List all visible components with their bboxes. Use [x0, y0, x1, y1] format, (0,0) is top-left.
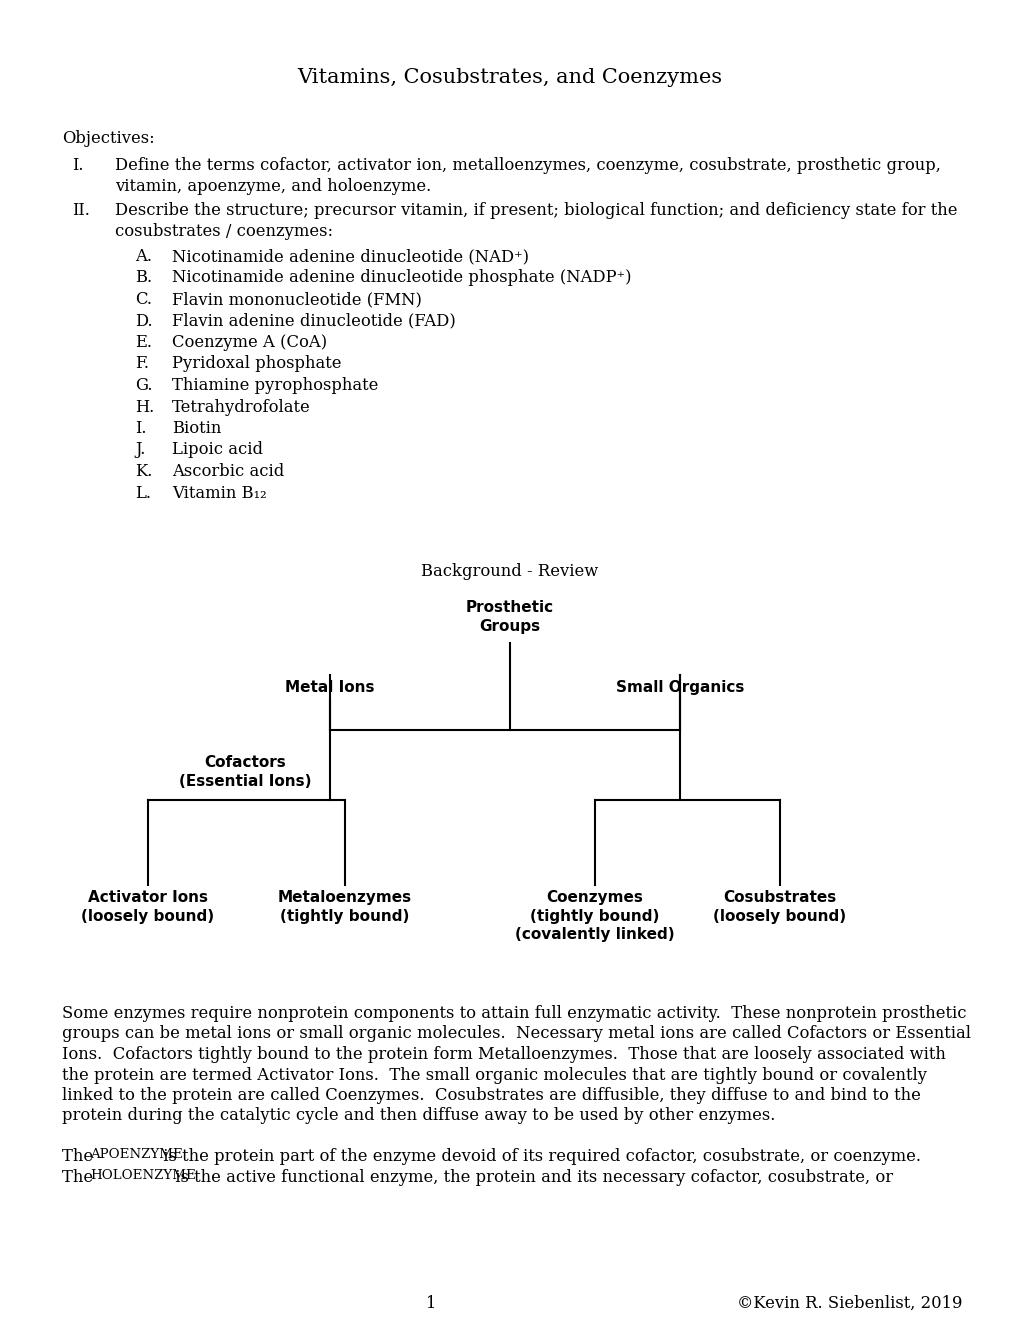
- Text: Metaloenzymes
(tightly bound): Metaloenzymes (tightly bound): [277, 890, 412, 924]
- Text: Flavin adenine dinucleotide (FAD): Flavin adenine dinucleotide (FAD): [172, 313, 455, 330]
- Text: I.: I.: [135, 420, 147, 437]
- Text: linked to the protein are called Coenzymes.  Cosubstrates are diffusible, they d: linked to the protein are called Coenzym…: [62, 1086, 920, 1104]
- Text: Biotin: Biotin: [172, 420, 221, 437]
- Text: Coenzyme A (CoA): Coenzyme A (CoA): [172, 334, 327, 351]
- Text: G.: G.: [135, 378, 153, 393]
- Text: L.: L.: [135, 484, 151, 502]
- Text: Vitamin B₁₂: Vitamin B₁₂: [172, 484, 266, 502]
- Text: Thiamine pyrophosphate: Thiamine pyrophosphate: [172, 378, 378, 393]
- Text: Background - Review: Background - Review: [421, 564, 598, 579]
- Text: cosubstrates / coenzymes:: cosubstrates / coenzymes:: [115, 223, 333, 240]
- Text: Nicotinamide adenine dinucleotide phosphate (NADP⁺): Nicotinamide adenine dinucleotide phosph…: [172, 269, 631, 286]
- Text: B.: B.: [135, 269, 152, 286]
- Text: vitamin, apoenzyme, and holoenzyme.: vitamin, apoenzyme, and holoenzyme.: [115, 178, 431, 195]
- Text: Metal Ions: Metal Ions: [285, 680, 374, 696]
- Text: Cosubstrates
(loosely bound): Cosubstrates (loosely bound): [712, 890, 846, 924]
- Text: The: The: [62, 1148, 98, 1166]
- Text: Lipoic acid: Lipoic acid: [172, 441, 263, 458]
- Text: A.: A.: [135, 248, 152, 265]
- Text: Vitamins, Cosubstrates, and Coenzymes: Vitamins, Cosubstrates, and Coenzymes: [298, 69, 721, 87]
- Text: is the protein part of the enzyme devoid of its required cofactor, cosubstrate, : is the protein part of the enzyme devoid…: [158, 1148, 920, 1166]
- Text: II.: II.: [72, 202, 90, 219]
- Text: Coenzymes
(tightly bound)
(covalently linked): Coenzymes (tightly bound) (covalently li…: [515, 890, 675, 942]
- Text: HOLOENZYME: HOLOENZYME: [90, 1170, 196, 1181]
- Text: 1: 1: [424, 1295, 435, 1312]
- Text: H.: H.: [135, 399, 154, 416]
- Text: ©Kevin R. Siebenlist, 2019: ©Kevin R. Siebenlist, 2019: [737, 1295, 962, 1312]
- Text: Prosthetic
Groups: Prosthetic Groups: [466, 601, 553, 634]
- Text: K.: K.: [135, 463, 152, 480]
- Text: Describe the structure; precursor vitamin, if present; biological function; and : Describe the structure; precursor vitami…: [115, 202, 957, 219]
- Text: Cofactors
(Essential Ions): Cofactors (Essential Ions): [178, 755, 311, 788]
- Text: I.: I.: [72, 157, 84, 174]
- Text: Define the terms cofactor, activator ion, metalloenzymes, coenzyme, cosubstrate,: Define the terms cofactor, activator ion…: [115, 157, 940, 174]
- Text: Ascorbic acid: Ascorbic acid: [172, 463, 284, 480]
- Text: D.: D.: [135, 313, 153, 330]
- Text: Pyridoxal phosphate: Pyridoxal phosphate: [172, 355, 341, 372]
- Text: Ions.  Cofactors tightly bound to the protein form Metalloenzymes.  Those that a: Ions. Cofactors tightly bound to the pro…: [62, 1045, 945, 1063]
- Text: Some enzymes require nonprotein components to attain full enzymatic activity.  T: Some enzymes require nonprotein componen…: [62, 1005, 966, 1022]
- Text: protein during the catalytic cycle and then diffuse away to be used by other enz: protein during the catalytic cycle and t…: [62, 1107, 774, 1125]
- Text: J.: J.: [135, 441, 146, 458]
- Text: C.: C.: [135, 290, 152, 308]
- Text: Nicotinamide adenine dinucleotide (NAD⁺): Nicotinamide adenine dinucleotide (NAD⁺): [172, 248, 529, 265]
- Text: the protein are termed Activator Ions.  The small organic molecules that are tig: the protein are termed Activator Ions. T…: [62, 1067, 926, 1084]
- Text: Flavin mononucleotide (FMN): Flavin mononucleotide (FMN): [172, 290, 422, 308]
- Text: F.: F.: [135, 355, 149, 372]
- Text: Activator Ions
(loosely bound): Activator Ions (loosely bound): [82, 890, 214, 924]
- Text: groups can be metal ions or small organic molecules.  Necessary metal ions are c: groups can be metal ions or small organi…: [62, 1026, 970, 1043]
- Text: The: The: [62, 1170, 98, 1185]
- Text: Small Organics: Small Organics: [615, 680, 744, 696]
- Text: is the active functional enzyme, the protein and its necessary cofactor, cosubst: is the active functional enzyme, the pro…: [170, 1170, 893, 1185]
- Text: Tetrahydrofolate: Tetrahydrofolate: [172, 399, 311, 416]
- Text: E.: E.: [135, 334, 152, 351]
- Text: APOENZYME: APOENZYME: [90, 1148, 182, 1162]
- Text: Objectives:: Objectives:: [62, 129, 155, 147]
